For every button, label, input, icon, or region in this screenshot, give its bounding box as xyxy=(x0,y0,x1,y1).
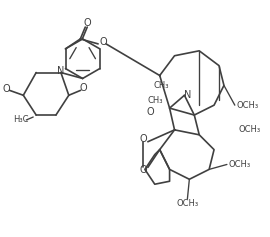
Text: OCH₃: OCH₃ xyxy=(229,160,251,169)
Text: H₃C: H₃C xyxy=(14,115,29,124)
Text: CH₃: CH₃ xyxy=(154,81,170,90)
Text: O: O xyxy=(80,83,87,93)
Text: O: O xyxy=(146,107,154,117)
Text: O: O xyxy=(139,134,147,144)
Text: N: N xyxy=(184,90,191,100)
Text: OCH₃: OCH₃ xyxy=(237,101,259,110)
Text: N: N xyxy=(57,66,65,76)
Text: O: O xyxy=(139,165,147,175)
Text: O: O xyxy=(99,37,107,47)
Text: CH₃: CH₃ xyxy=(147,96,163,105)
Text: OCH₃: OCH₃ xyxy=(239,125,261,134)
Text: OCH₃: OCH₃ xyxy=(176,200,198,209)
Text: O: O xyxy=(3,84,10,94)
Text: O: O xyxy=(83,18,91,28)
